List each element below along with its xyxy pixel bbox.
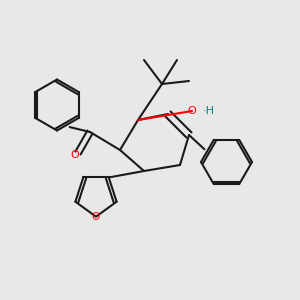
- Text: O: O: [188, 106, 196, 116]
- Text: O: O: [70, 149, 80, 160]
- Text: ·H: ·H: [202, 106, 214, 116]
- Text: O: O: [92, 212, 100, 222]
